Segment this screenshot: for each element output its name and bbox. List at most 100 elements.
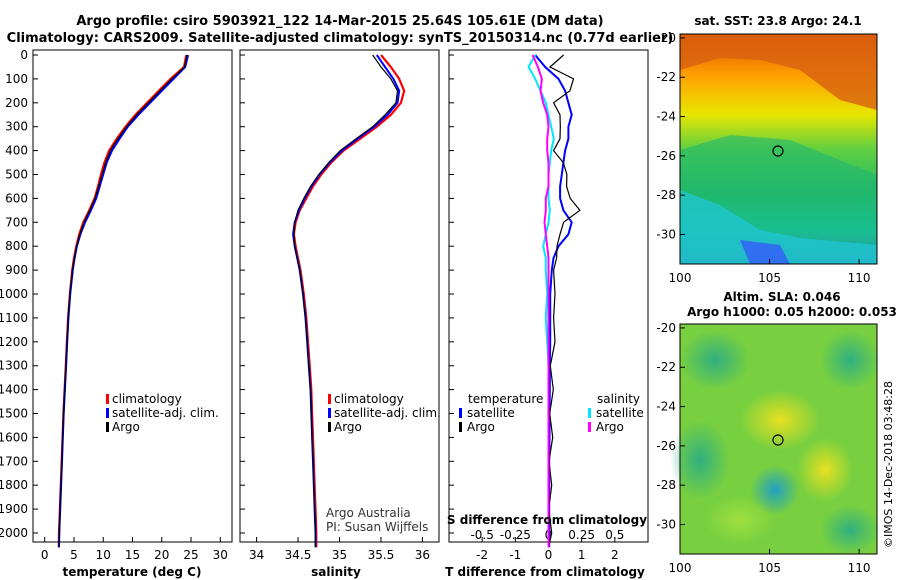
map-y-tick-label: -30 — [656, 518, 676, 532]
sla-blob — [680, 330, 750, 390]
sst-map-frame — [679, 33, 878, 265]
sst-cool-region — [680, 190, 877, 264]
legend-label-argo: Argo — [334, 420, 362, 434]
x-tick-label: 36 — [415, 548, 430, 562]
sst-cold-patch — [740, 240, 790, 264]
legend-swatch-satellite — [328, 408, 331, 418]
temperature-xlabel: temperature (deg C) — [63, 565, 202, 579]
map-x-tick-label: 110 — [848, 271, 871, 285]
depth-tick-label: 1300 — [0, 359, 28, 373]
depth-tick-label: 1400 — [0, 383, 28, 397]
depth-tick-label: 700 — [5, 215, 28, 229]
legend-swatch-climatology — [106, 394, 109, 404]
figure-title-line2: Climatology: CARS2009. Satellite-adjuste… — [7, 31, 674, 46]
depth-tick-label: 300 — [5, 120, 28, 134]
sla-map-title2: Argo h1000: 0.05 h2000: 0.053 — [687, 305, 897, 319]
depth-tick-label: 200 — [5, 96, 28, 110]
salinity-plot: 34 34.5 35 35.5 36 — [249, 54, 430, 562]
legend-label-climatology: climatology — [112, 392, 182, 406]
sst-argo-position-marker — [772, 145, 784, 157]
map-x-tick-label: 105 — [758, 561, 781, 575]
depth-tick-label: 800 — [5, 239, 28, 253]
legend-swatch-argo — [328, 422, 331, 432]
s-tick-label: -0.5 — [470, 528, 493, 542]
map-y-tick-label: -30 — [656, 228, 676, 242]
x-tick-label: 34.5 — [285, 548, 312, 562]
x-tick-label: 15 — [125, 548, 140, 562]
temperature-legend: climatology satellite-adj. clim. Argo — [106, 392, 219, 434]
x-tick-label: 0 — [41, 548, 49, 562]
series-t-argo — [548, 54, 581, 548]
legend-label-s-satellite: satellite — [596, 406, 644, 420]
salinity-legend: climatology satellite-adj. clim. Argo — [328, 392, 441, 434]
sla-map — [670, 323, 880, 555]
map-y-tick-label: -20 — [656, 31, 676, 45]
legend-swatch-t-argo — [459, 422, 462, 432]
legend-swatch-satellite — [106, 408, 109, 418]
x-tick-label: 2 — [611, 548, 619, 562]
map-y-tick-label: -26 — [656, 439, 676, 453]
map-y-tick-label: -22 — [656, 360, 676, 374]
map-y-tick-label: -26 — [656, 149, 676, 163]
salinity-panel-frame — [239, 49, 440, 543]
map-y-tick-label: -22 — [656, 70, 676, 84]
sla-blob — [740, 390, 820, 450]
legend-label-satellite: satellite-adj. clim. — [334, 406, 441, 420]
series-s-argo — [531, 54, 550, 548]
legend-label-argo: Argo — [112, 420, 140, 434]
x-tick-label: 0 — [545, 548, 553, 562]
sst-map — [679, 33, 878, 265]
legend-swatch-argo — [106, 422, 109, 432]
depth-tick-label: 600 — [5, 191, 28, 205]
sst-warm-region — [680, 34, 877, 110]
sla-map-frame — [679, 323, 878, 555]
difference-plot: -2 -1 0 1 2-0.5 -0.25 0 0.25 0.5 — [470, 54, 624, 562]
series-satellite-adj-clim- — [292, 54, 401, 548]
salinity-xlabel: salinity — [311, 565, 361, 579]
depth-tick-label: 900 — [5, 263, 28, 277]
annotation-argo-australia: Argo Australia — [326, 506, 411, 520]
series-t-satellite — [534, 54, 573, 548]
sst-map-title: sat. SST: 23.8 Argo: 24.1 — [694, 14, 861, 28]
depth-tick-label: 1200 — [0, 335, 28, 349]
sla-map-axes: 100 105 110 -20 -22 -24 -26 -28 -30 — [656, 321, 870, 575]
depth-tick-label: 500 — [5, 168, 28, 182]
series-argo — [293, 54, 399, 548]
legend-title-salinity: salinity — [597, 392, 640, 406]
depth-axis: 0 100 200 300 400 500 600 700 800 900 1000 1100 1200… — [0, 48, 454, 540]
map-x-tick-label: 100 — [669, 271, 692, 285]
sdiff-label: S difference from climatology — [447, 513, 647, 527]
figure-title-line1: Argo profile: csiro 5903921_122 14-Mar-2… — [76, 14, 603, 29]
series-argo — [58, 54, 188, 548]
sla-blob — [820, 505, 880, 555]
legend-title-temperature: temperature — [468, 392, 543, 406]
sla-argo-position-marker — [772, 434, 784, 446]
depth-tick-label: 1900 — [0, 502, 28, 516]
map-x-tick-label: 100 — [669, 561, 692, 575]
x-tick-label: 1 — [578, 548, 586, 562]
depth-tick-label: 1100 — [0, 311, 28, 325]
map-y-tick-label: -28 — [656, 188, 676, 202]
depth-tick-label: 1700 — [0, 454, 28, 468]
x-tick-label: -1 — [509, 548, 521, 562]
depth-tick-label: 1600 — [0, 430, 28, 444]
s-tick-label: -0.25 — [500, 528, 531, 542]
annotation-pi: PI: Susan Wijffels — [326, 520, 428, 534]
sla-blob — [820, 330, 880, 390]
series-climatology — [292, 54, 406, 548]
x-tick-label: 10 — [96, 548, 111, 562]
x-tick-label: 35.5 — [368, 548, 395, 562]
sla-blob — [797, 438, 853, 502]
x-tick-label: 25 — [183, 548, 198, 562]
difference-legend: temperature satellite Argo salinity sate… — [459, 392, 644, 434]
temperature-plot: 0 5 10 15 20 25 30 — [41, 54, 228, 562]
legend-swatch-s-argo — [588, 422, 591, 432]
imos-credit: ©IMOS 14-Dec-2018 03:48:28 — [882, 381, 895, 548]
depth-tick-label: 2000 — [0, 526, 28, 540]
temperature-panel-frame — [32, 49, 233, 543]
depth-tick-label: 100 — [5, 72, 28, 86]
map-x-tick-label: 110 — [848, 561, 871, 575]
legend-swatch-t-satellite — [459, 408, 462, 418]
legend-label-t-satellite: satellite — [467, 406, 515, 420]
x-tick-label: 5 — [70, 548, 78, 562]
